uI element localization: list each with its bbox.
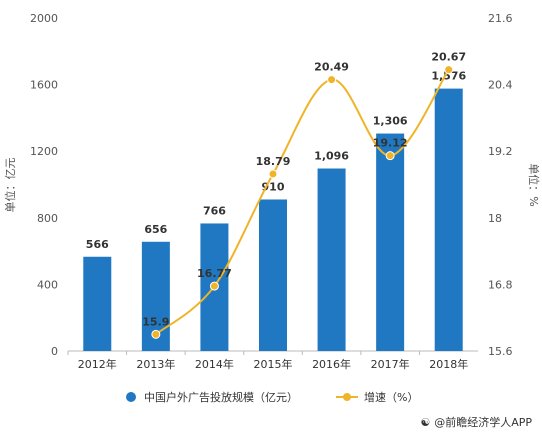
right-tick-label: 20.4 xyxy=(488,79,513,92)
x-tick-label: 2012年 xyxy=(78,357,117,371)
bar xyxy=(259,199,287,351)
legend-swatch-line xyxy=(336,392,358,402)
x-tick-label: 2017年 xyxy=(371,357,410,371)
left-axis-label: 单位：亿元 xyxy=(3,158,17,213)
bar-data-label: 656 xyxy=(144,223,167,236)
app-icon: ☯ xyxy=(420,415,431,429)
bar-data-label: 766 xyxy=(203,204,226,217)
growth-point xyxy=(385,151,395,161)
bar-data-label: 1,096 xyxy=(314,150,349,163)
bar xyxy=(83,256,112,351)
legend-label-scale: 中国户外广告投放规模（亿元） xyxy=(144,391,298,404)
left-tick-label: 2000 xyxy=(30,12,58,25)
growth-point xyxy=(209,281,219,291)
growth-point xyxy=(151,329,161,339)
bar-data-label: 566 xyxy=(86,238,109,251)
bar xyxy=(434,88,463,351)
growth-point xyxy=(268,169,278,179)
x-tick-label: 2016年 xyxy=(312,357,351,371)
right-tick-label: 15.6 xyxy=(488,345,513,358)
growth-data-label: 15.9 xyxy=(142,315,169,328)
left-tick-label: 800 xyxy=(37,212,58,225)
right-tick-label: 18 xyxy=(488,212,502,225)
right-axis-ticks: 15.6 16.8 18 19.2 20.4 21.6 xyxy=(488,12,513,358)
left-tick-label: 0 xyxy=(51,345,58,358)
x-tick-label: 2013年 xyxy=(136,357,175,371)
legend: 中国户外广告投放规模（亿元） 增速（%） xyxy=(0,387,542,409)
right-tick-label: 19.2 xyxy=(488,145,513,158)
left-axis-ticks: 0 400 800 1200 1600 2000 xyxy=(30,12,58,358)
left-tick-label: 1200 xyxy=(30,145,58,158)
source-credit: ☯ @前瞻经济学人APP xyxy=(420,414,532,430)
growth-line xyxy=(155,69,450,336)
growth-data-label: 20.67 xyxy=(431,51,466,64)
bar-data-label: 1,306 xyxy=(373,115,408,128)
source-text: @前瞻经济学人APP xyxy=(434,416,532,429)
growth-line-series: 15.9 16.77 18.79 20.49 19.12 20.67 xyxy=(142,51,466,339)
legend-swatch-bar xyxy=(126,392,136,402)
x-axis-ticks: 2012年 2013年 2014年 2015年 2016年 2017年 2018年 xyxy=(67,351,468,371)
growth-point xyxy=(327,75,337,85)
growth-data-label: 18.79 xyxy=(256,155,291,168)
right-axis-label: 单位：% xyxy=(527,163,541,206)
growth-point xyxy=(444,65,454,75)
x-tick-label: 2018年 xyxy=(429,357,468,371)
legend-label-growth: 增速（%） xyxy=(364,391,419,404)
growth-data-label: 16.77 xyxy=(197,267,232,280)
growth-data-label: 20.49 xyxy=(314,61,349,74)
legend-item-growth: 增速（%） xyxy=(336,389,418,405)
bar xyxy=(376,133,405,351)
bar-data-label: 1,576 xyxy=(431,70,466,83)
legend-item-scale: 中国户外广告投放规模（亿元） xyxy=(126,389,298,405)
growth-data-label: 19.12 xyxy=(373,137,408,150)
bar xyxy=(317,168,346,351)
right-tick-label: 16.8 xyxy=(488,278,513,291)
right-tick-label: 21.6 xyxy=(488,12,513,25)
x-tick-label: 2014年 xyxy=(195,357,234,371)
left-tick-label: 400 xyxy=(37,278,58,291)
x-tick-label: 2015年 xyxy=(254,357,293,371)
left-tick-label: 1600 xyxy=(30,79,58,92)
